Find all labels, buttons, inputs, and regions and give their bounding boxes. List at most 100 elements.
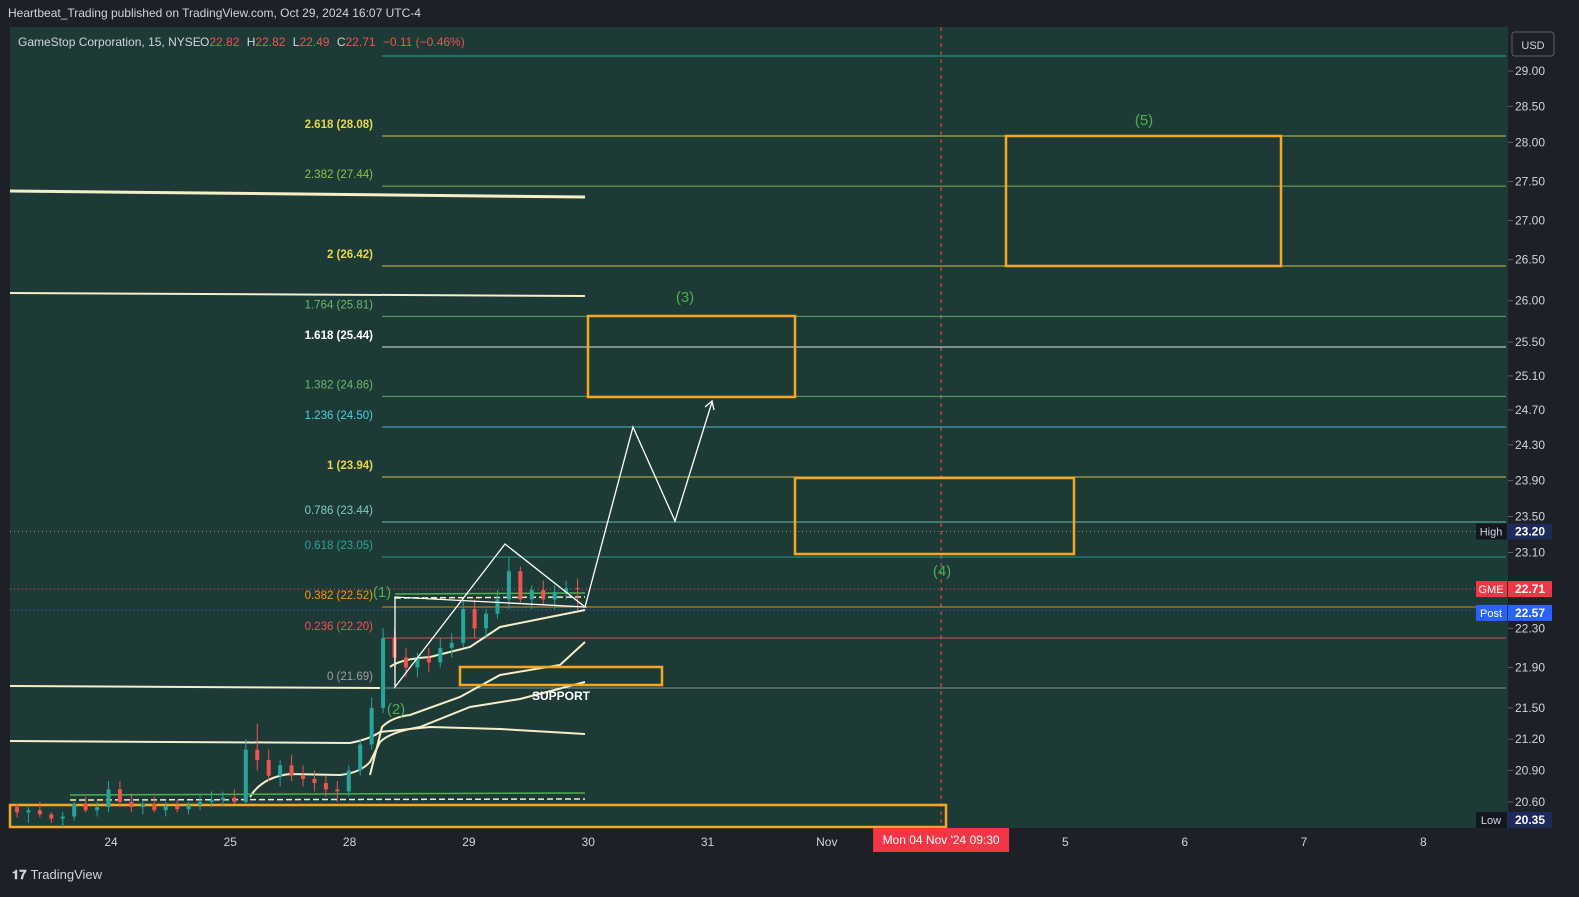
x-tick-label: 29 — [462, 835, 476, 849]
target-boxes — [8, 134, 1283, 829]
candle-body — [83, 803, 88, 811]
time-axis[interactable] — [0, 828, 1579, 862]
cursor-date-label: Mon 04 Nov '24 09:30 — [883, 833, 1000, 847]
x-tick-label: 7 — [1301, 835, 1308, 849]
y-tick-label: 21.90 — [1515, 660, 1545, 674]
candle-body — [209, 799, 214, 802]
price-tag-label-bg — [1476, 604, 1507, 621]
y-tick-label: 23.10 — [1515, 546, 1545, 560]
x-tick-label: 28 — [343, 835, 357, 849]
y-tick-label: 22.30 — [1515, 621, 1545, 635]
price-tags: High 23.20 GME 22.71 Post 22.57 Low 20.35 — [1476, 523, 1552, 828]
y-tick-label: 29.00 — [1515, 64, 1545, 78]
candle-body — [426, 657, 431, 663]
candle-body — [564, 588, 569, 592]
vwap-bands — [9, 189, 586, 801]
candle-body — [186, 805, 191, 810]
y-tick-label: 23.90 — [1515, 474, 1545, 488]
x-tick-label: 24 — [104, 835, 118, 849]
candle-body — [381, 638, 386, 708]
y-tick-label: 25.50 — [1515, 335, 1545, 349]
fib-label: 2.382 (27.44) — [305, 169, 374, 181]
elliott-wave-drawing: (1) (2) (3) (4) (5) SUPPORT — [373, 112, 1153, 718]
projection-arrowhead — [704, 399, 715, 411]
candle-body — [163, 806, 168, 811]
tradingview-wordmark: TradingView — [30, 867, 103, 882]
candle-body — [175, 806, 180, 810]
tradingview-logo[interactable]: 𝟏𝟕 TradingView — [12, 864, 102, 886]
svg-text:USD: USD — [1521, 40, 1544, 52]
candle-body — [140, 803, 145, 808]
dashed-level-low — [69, 798, 586, 801]
candle-body — [461, 608, 466, 643]
fib-label: 1.236 (24.50) — [305, 410, 374, 422]
bottom-range-box — [8, 803, 948, 829]
y-tick-label: 25.10 — [1515, 369, 1545, 383]
candle-body — [552, 591, 557, 600]
price-tag-label-bg — [1476, 812, 1507, 828]
y-tick-label: 23.50 — [1515, 510, 1545, 524]
candle-body — [301, 775, 305, 779]
wave-label: (1) — [373, 584, 391, 601]
candle-body — [484, 613, 489, 629]
footer: 𝟏𝟕 TradingView — [0, 862, 1579, 897]
candle-body — [529, 590, 534, 600]
support-annotation: SUPPORT — [532, 689, 591, 703]
fibonacci-levels: 2.618 (28.08) 2.382 (27.44) 2 (26.42) 1.764… — [10, 55, 1506, 689]
y-tick-label: 28.00 — [1515, 135, 1545, 149]
candle-body — [369, 707, 374, 745]
candle-body — [117, 789, 122, 802]
candle-body — [220, 797, 225, 800]
fib-label: 1.618 (25.44) — [305, 330, 374, 342]
fib-label: 0.236 (22.20) — [305, 621, 374, 633]
price-tag-value-bg — [1508, 581, 1552, 598]
y-tick-label: 24.70 — [1515, 403, 1545, 417]
price-tag-label: GME — [1478, 584, 1503, 596]
x-tick-label: 6 — [1181, 835, 1188, 849]
candle-body — [255, 749, 260, 761]
price-tag-value-bg — [1508, 523, 1552, 540]
y-tick-label: 28.50 — [1515, 99, 1545, 113]
candle-body — [152, 803, 157, 811]
candle-body — [472, 608, 477, 629]
price-axis[interactable] — [1508, 27, 1579, 828]
candles — [15, 557, 580, 827]
support-box — [458, 665, 664, 687]
candle-body — [95, 807, 100, 811]
resistance-line-upper — [9, 189, 586, 199]
x-tick-label: 25 — [224, 835, 238, 849]
candle-body — [541, 590, 546, 600]
price-chart[interactable]: 2.618 (28.08) 2.382 (27.44) 2 (26.42) 1.764… — [0, 27, 1579, 862]
x-tick-label: 5 — [1062, 835, 1069, 849]
y-tick-label: 20.90 — [1515, 764, 1545, 778]
candle-body — [72, 803, 77, 817]
cursor-date-badge — [873, 828, 1010, 852]
price-tag-value: 20.35 — [1515, 813, 1545, 827]
candle-body — [198, 801, 203, 806]
candle-body — [335, 789, 340, 792]
price-tag-label-bg — [1476, 523, 1507, 540]
projection-path — [584, 401, 713, 608]
wave-label: (3) — [676, 289, 694, 306]
currency-button[interactable]: USD — [1511, 31, 1555, 57]
candle-body — [232, 797, 237, 802]
fib-label: 0.618 (23.05) — [305, 540, 374, 552]
price-tag-value: 23.20 — [1515, 525, 1545, 539]
y-tick-label: 21.20 — [1515, 732, 1545, 746]
vwap-lower-flat — [9, 740, 351, 744]
candle-body — [506, 571, 511, 600]
x-tick-label: 31 — [701, 835, 715, 849]
fib-label: 0 (21.69) — [327, 671, 373, 683]
candle-body — [26, 810, 31, 813]
x-axis-labels: 24 25 28 29 30 31 Nov 5 6 7 8 Mon 04 Nov '24 09:30 — [104, 828, 1427, 852]
price-tag-label: High — [1480, 527, 1503, 539]
candle-body — [323, 783, 328, 790]
fib-label: 1.382 (24.86) — [305, 379, 374, 391]
publish-header: Heartbeat_Trading published on TradingVi… — [0, 0, 1579, 27]
candle-body — [403, 657, 408, 668]
fib-label: 2.618 (28.08) — [305, 119, 374, 131]
candle-body — [518, 571, 523, 600]
candle-body — [575, 588, 580, 590]
wave-label: (2) — [387, 701, 405, 718]
price-tag-value-bg — [1508, 604, 1552, 621]
